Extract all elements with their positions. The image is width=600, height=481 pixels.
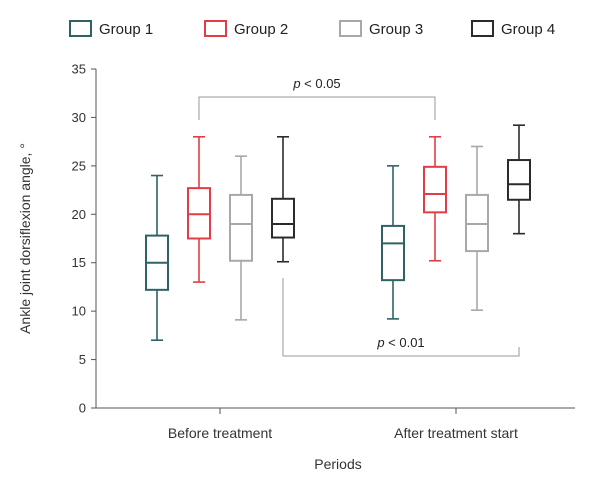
p-value-label: p < 0.05: [292, 76, 340, 91]
legend-swatch: [471, 20, 494, 37]
box-body: [229, 193, 253, 262]
box: [507, 124, 531, 235]
legend: Group 1 Group 2 Group 3 Group 4: [69, 20, 555, 38]
legend-label: Group 3: [369, 21, 423, 38]
legend-item: Group 4: [471, 20, 555, 38]
legend-label: Group 4: [501, 21, 555, 38]
y-tick-label: 5: [79, 352, 86, 367]
x-tick-label: Before treatment: [168, 425, 272, 441]
box: [229, 155, 253, 321]
box-body: [381, 224, 405, 282]
legend-item: Group 1: [69, 20, 153, 38]
legend-label: Group 2: [234, 21, 288, 38]
legend-swatch: [339, 20, 362, 37]
box: [423, 136, 447, 262]
y-tick-label: 35: [72, 62, 86, 77]
box-plots: [145, 124, 531, 342]
bracket-line: [198, 96, 436, 120]
x-axis-title: Periods: [314, 456, 361, 472]
y-tick-label: 25: [72, 158, 86, 173]
box-body: [423, 165, 447, 214]
legend-label: Group 1: [99, 21, 153, 38]
box: [145, 174, 169, 342]
axes: 0 5 10 15 20 25 30 35 Before treatment After trea…: [72, 62, 575, 441]
x-tick-label: After treatment start: [394, 425, 518, 441]
y-tick-label: 30: [72, 110, 86, 125]
p-value-label: p < 0.01: [376, 335, 424, 350]
significance-annotations: p < 0.05 p < 0.01: [198, 76, 520, 357]
y-tick-label: 15: [72, 255, 86, 270]
legend-swatch: [204, 20, 227, 37]
legend-item: Group 2: [204, 20, 288, 38]
bracket-line: [282, 278, 520, 357]
legend-item: Group 3: [339, 20, 423, 38]
legend-swatch: [69, 20, 92, 37]
box-body: [271, 197, 295, 239]
y-tick-label: 10: [72, 304, 86, 319]
y-tick-label: 0: [79, 401, 86, 416]
box: [465, 145, 489, 311]
box: [381, 165, 405, 320]
box: [187, 136, 211, 283]
box: [271, 136, 295, 263]
significance-bracket: p < 0.05: [198, 76, 436, 120]
box-body: [507, 159, 531, 201]
y-axis-title: Ankle joint dorsiflexion angle, °: [17, 143, 33, 334]
y-tick-label: 20: [72, 207, 86, 222]
significance-bracket: p < 0.01: [282, 278, 520, 357]
